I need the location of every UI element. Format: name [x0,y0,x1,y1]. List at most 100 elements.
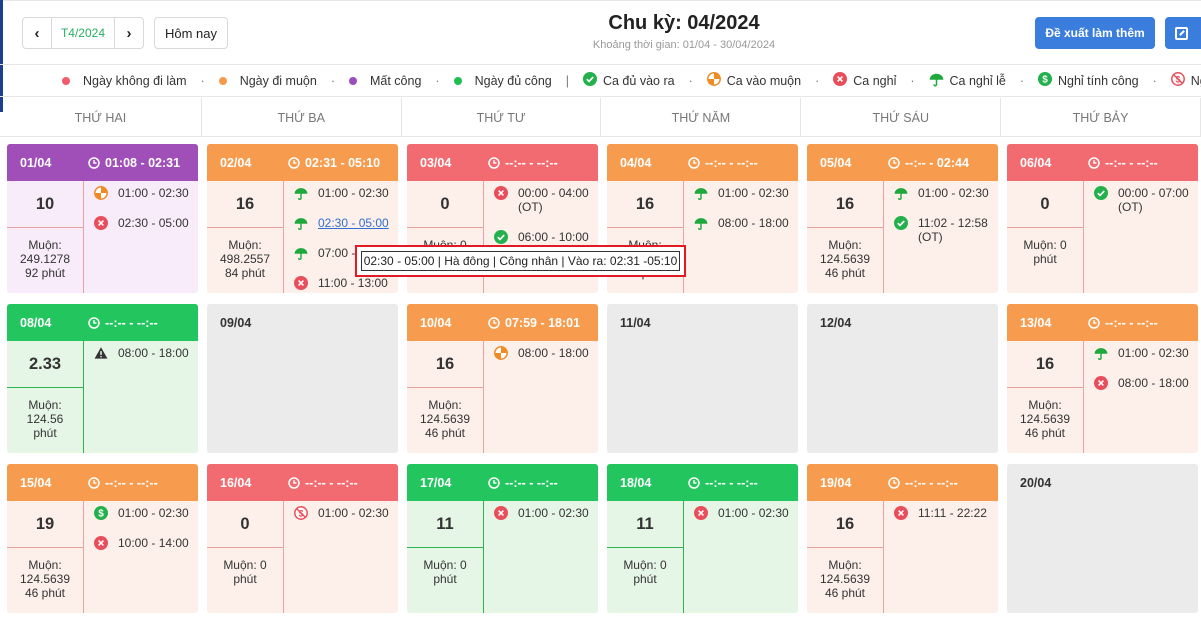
late-line: phút [1033,252,1057,266]
checkin-time: --:-- - --:-- [1105,315,1158,330]
day-date: 13/04 [1020,315,1052,330]
shift-item[interactable]: 11:02 - 12:58 (OT) [894,216,998,244]
shift-time: 01:00 - 02:30 [318,506,389,520]
day-cell[interactable]: 10/04 07:59 - 18:01 16 Muộn: 124.5639 46 phút… [407,304,598,453]
export-button[interactable] [1165,17,1201,49]
shift-item[interactable]: 01:00 - 02:30 [694,186,798,200]
day-cell[interactable]: 08/04 --:-- - --:-- 2.33 Muộn: 124.56 phút 08:… [7,304,198,453]
shift-item[interactable]: 11:00 - 13:00 [294,276,398,290]
x-circle-icon [94,536,108,550]
legend-item: $ Nghỉ không lương [1170,72,1201,89]
shift-list: 08:00 - 18:00 [485,341,598,453]
checkin-range: 07:59 - 18:01 [488,316,580,330]
checkin-time: --:-- - --:-- [305,475,358,490]
shift-item[interactable]: $01:00 - 02:30 [294,506,398,520]
legend-item: Ca nghỉ lễ [929,72,1006,90]
weekday-label: Thứ bảy [1001,98,1201,137]
shift-item[interactable]: 01:00 - 02:30 [294,186,398,200]
day-header: 19/04 --:-- - --:-- [807,464,998,501]
day-cell[interactable]: 15/04 --:-- - --:-- 19 Muộn: 124.5639 46 phút… [7,464,198,613]
day-cell[interactable]: 06/04 --:-- - --:-- 0 Muộn: 0 phút 00:00 - 07… [1007,144,1198,293]
legend-dot-icon [62,76,70,85]
day-summary: 16 Muộn: 124.5639 46 phút [1007,341,1084,453]
late-line: Muộn: [228,238,262,252]
shift-item[interactable]: 00:00 - 07:00 (OT) [1094,186,1198,214]
day-date: 05/04 [820,155,852,170]
shift-item[interactable]: 01:00 - 02:30 [894,186,998,200]
shift-link[interactable]: 02:30 - 05:00 [318,216,389,230]
work-units: 16 [207,181,283,228]
shift-item[interactable]: 08:00 - 18:00 [494,346,598,360]
legend-label: Ca nghỉ lễ [949,73,1006,88]
day-cell[interactable]: 13/04 --:-- - --:-- 16 Muộn: 124.5639 46 phút… [1007,304,1198,453]
shift-item[interactable]: 06:00 - 10:00 [494,230,598,244]
day-date: 16/04 [220,475,252,490]
shift-item[interactable]: 01:00 - 02:30 [1094,346,1198,360]
day-header: 04/04 --:-- - --:-- [607,144,798,181]
late-info: Muộn: 124.5639 46 phút [7,548,83,600]
shift-item[interactable]: 01:00 - 02:30 [694,506,798,520]
day-summary: 16 Muộn: 498.2557 84 phút [207,181,284,293]
day-cell[interactable]: 09/04 [207,304,398,453]
day-cell[interactable]: 19/04 --:-- - --:-- 16 Muộn: 124.5639 46 phút… [807,464,998,613]
day-cell[interactable]: 17/04 --:-- - --:-- 11 Muộn: 0 phút 01:00 - 0… [407,464,598,613]
shift-item[interactable]: 01:00 - 02:30 [494,506,598,520]
shift-item[interactable]: 08:00 - 18:00 [1094,376,1198,390]
shift-text: 00:00 - 04:00 (OT) [518,186,598,214]
day-cell[interactable]: 12/04 [807,304,998,453]
x-circle-icon [833,72,848,89]
shift-item[interactable]: 08:00 - 18:00 [694,216,798,230]
day-cell[interactable]: 05/04 --:-- - 02:44 16 Muộn: 124.5639 46 phút… [807,144,998,293]
day-cell[interactable]: 18/04 --:-- - --:-- 11 Muộn: 0 phút 01:00 - 0… [607,464,798,613]
day-body: 0 Muộn: 0 phút 00:00 - 07:00 (OT) [1007,181,1198,293]
shift-item[interactable]: 01:00 - 02:30 [94,186,198,200]
day-body: 16 Muộn: 124.5639 46 phút 01:00 - 02:30 08:00… [1007,341,1198,453]
today-button[interactable]: Hôm nay [154,17,228,49]
shift-list: 01:00 - 02:30 11:02 - 12:58 (OT) [885,181,998,293]
shift-time: 01:00 - 02:30 [118,186,189,200]
propose-overtime-button[interactable]: Đề xuất làm thêm [1035,17,1155,49]
checkin-range: --:-- - --:-- [688,476,758,490]
legend-item: Ngày đủ công [453,74,552,88]
day-header: 17/04 --:-- - --:-- [407,464,598,501]
day-header: 02/04 02:31 - 05:10 [207,144,398,181]
chevron-left-icon[interactable]: ‹ [34,24,40,42]
page-title: Chu kỳ: 04/2024 [608,12,760,34]
checkin-range: --:-- - --:-- [1088,316,1158,330]
checkin-time: --:-- - --:-- [1105,155,1158,170]
day-body: 16 Muộn: 124.5639 46 phút 08:00 - 18:00 [407,341,598,453]
shift-time: 08:00 - 18:00 [518,346,589,360]
day-body: 10 Muộn: 249.1278 92 phút 01:00 - 02:30 02:30… [7,181,198,293]
shift-item[interactable]: 02:30 - 05:00 [94,216,198,230]
shift-text: 01:00 - 02:30 [318,506,389,520]
day-cell[interactable]: 20/04 [1007,464,1198,613]
day-cell[interactable]: 11/04 [607,304,798,453]
warning-icon [94,346,108,360]
shift-item[interactable]: $01:00 - 02:30 [94,506,198,520]
checkin-time: --:-- - --:-- [105,475,158,490]
day-cell[interactable]: 01/04 01:08 - 02:31 10 Muộn: 249.1278 92 phút… [7,144,198,293]
work-units: 0 [407,181,483,228]
umbrella-icon [294,246,308,260]
shift-item[interactable]: 02:30 - 05:00 [294,216,398,230]
clock-icon [1088,156,1105,169]
shift-item[interactable]: 11:11 - 22:22 [894,506,998,520]
chevron-right-icon[interactable]: › [126,24,132,42]
weekday-label: Thứ hai [0,98,202,137]
legend-label: Ca nghỉ [853,73,897,88]
day-body: 16 Muộn: 124.5639 46 phút 11:11 - 22:22 [807,501,998,613]
day-date: 06/04 [1020,155,1052,170]
shift-item[interactable]: 10:00 - 14:00 [94,536,198,550]
month-picker[interactable]: T4/2024 [51,18,115,48]
shift-item[interactable]: 00:00 - 04:00 (OT) [494,186,598,214]
shift-time: 08:00 - 18:00 [118,346,189,360]
period-range: Khoảng thời gian: 01/04 - 30/04/2024 [592,39,776,51]
shift-item[interactable]: 08:00 - 18:00 [94,346,198,360]
legend-dot-icon [453,76,462,85]
late-line: Muộn: [28,398,62,412]
shift-time: 08:00 - 18:00 [718,216,789,230]
